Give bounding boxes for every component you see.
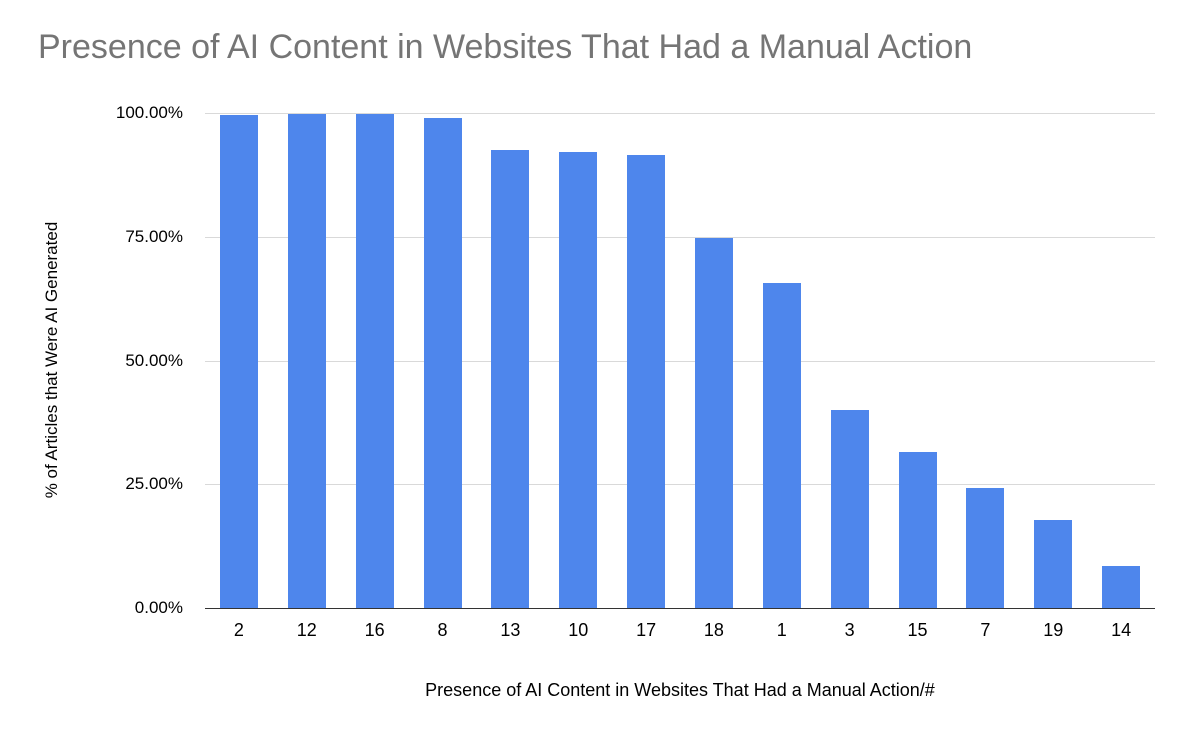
bar-slot [273,113,341,608]
bar-17 [627,154,666,608]
x-tick-label: 17 [636,620,657,640]
bar-slot [341,113,409,608]
bar-1 [762,282,801,608]
bar-16 [355,114,394,608]
x-tick-label: 10 [568,620,589,640]
bar-13 [491,149,530,608]
bar-slot [951,113,1019,608]
bar-14 [1102,565,1141,608]
bar-slot [476,113,544,608]
bar-series [205,113,1155,608]
bar-slot [680,113,748,608]
y-axis-tick-labels: 100.00% 75.00% 50.00% 25.00% 0.00% [0,103,193,617]
bar-slot [816,113,884,608]
y-tick-label: 25.00% [125,474,183,494]
gridline [205,113,1155,114]
x-tick-label: 19 [1043,620,1064,640]
bar-19 [1034,520,1073,608]
bar-slot [748,113,816,608]
y-tick-label: 75.00% [125,226,183,246]
x-tick-label: 2 [233,620,244,640]
y-tick-label: 0.00% [134,598,183,617]
bar-slot [409,113,477,608]
x-tick-label: 7 [980,620,991,640]
x-tick-label: 14 [1111,620,1132,640]
bar-slot [1087,113,1155,608]
x-tick-label: 18 [703,620,724,640]
plot-area [205,113,1155,609]
x-axis-title: Presence of AI Content in Websites That … [425,680,935,700]
chart-title: Presence of AI Content in Websites That … [38,28,973,66]
x-tick-label: 16 [364,620,385,640]
bar-7 [966,487,1005,608]
x-tick-label: 13 [500,620,521,640]
bar-2 [219,114,258,608]
gridlines [205,113,1155,608]
bar-10 [559,151,598,608]
bar-slot [544,113,612,608]
y-tick-label: 50.00% [125,350,183,370]
bar-slot [205,113,273,608]
x-axis-tick-labels: 2 12 16 8 13 10 17 18 1 3 15 7 19 14 [205,620,1155,641]
bar-18 [694,238,733,608]
bar-3 [830,410,869,608]
bar-12 [287,114,326,608]
bar-slot [884,113,952,608]
x-tick-label: 3 [844,620,855,640]
gridline [205,360,1155,362]
gridline [205,484,1155,486]
y-tick-label: 100.00% [115,103,183,122]
x-tick-label: 12 [296,620,317,640]
x-tick-label: 8 [437,620,448,640]
bar-15 [898,451,937,608]
bar-8 [423,118,462,608]
gridline [205,236,1155,238]
bar-slot [612,113,680,608]
bar-slot [1019,113,1087,608]
x-tick-label: 15 [907,620,928,640]
x-tick-label: 1 [776,620,787,640]
